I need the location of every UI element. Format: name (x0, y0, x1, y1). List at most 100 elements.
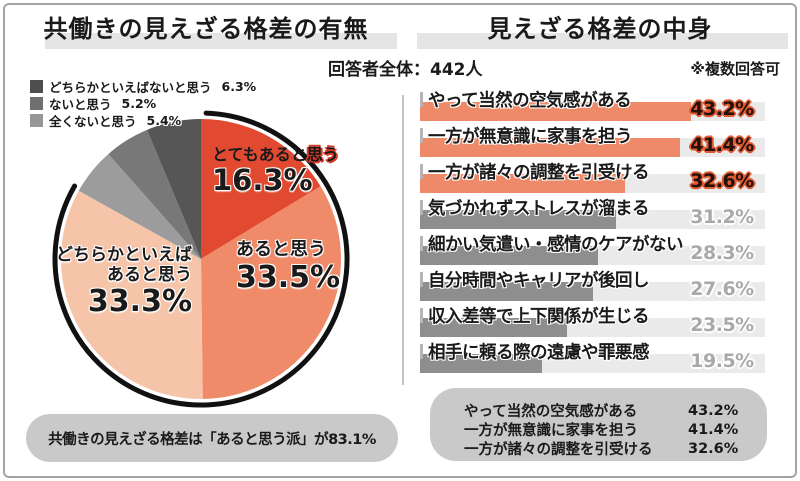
bar-label-tick-icon (420, 236, 423, 251)
bar-label-tick-icon (420, 308, 423, 323)
right-panel-title: 見えざる格差の中身 (487, 15, 713, 43)
pie-slice-4 (108, 129, 201, 259)
pie-slice-5 (147, 119, 201, 259)
left-panel-title: 共働きの見えざる格差の有無 (43, 15, 369, 43)
summary-row: 一方が諸々の調整を引受ける 32.6% (464, 439, 767, 459)
bar-row: 細かい気遣い・感情のケアがない 28.3% (420, 230, 765, 266)
bar-row: 収入差等で上下関係が生じる 23.5% (420, 302, 765, 338)
title-highlight-bar-right (417, 33, 788, 49)
bar-label: 収入差等で上下関係が生じる (420, 303, 650, 328)
bar-label: 一方が無意識に家事を担う (420, 123, 633, 148)
pie-slice-3 (78, 153, 201, 259)
bar-row: やって当然の空気感がある 43.2% (420, 86, 765, 122)
bar-value: 43.2% (690, 98, 754, 120)
legend-label: どちらかといえばないと思う (49, 80, 212, 95)
pie-slice-1 (201, 186, 341, 399)
bar-label: 気づかれずストレスが溜まる (420, 195, 650, 220)
bar-label-tick-icon (420, 128, 423, 143)
bar-fill (420, 138, 680, 157)
bar-label-text: 細かい気遣い・感情のケアがない (428, 235, 684, 255)
bar-value: 27.6% (690, 278, 754, 300)
pie-slice-0 (201, 119, 321, 259)
respondents-total: 回答者全体：442人 (328, 60, 483, 80)
bar-fill (420, 282, 594, 301)
bar-fill (420, 246, 598, 265)
pie-value-aru: 33.5% (236, 259, 341, 295)
bar-label-text: 気づかれずストレスが溜まる (428, 199, 650, 219)
pie-conclusion-pill: 共働きの見えざる格差は「あると思う派」が83.1% (26, 414, 398, 462)
bar-label: やって当然の空気感がある (420, 87, 632, 112)
summary-value: 43.2% (688, 402, 739, 419)
bar-value: 23.5% (690, 314, 754, 336)
bar-label-text: 一方が諸々の調整を引受ける (428, 163, 650, 183)
bar-fill (420, 210, 616, 229)
title-highlight-bar-left (45, 33, 397, 49)
bar-row: 一方が諸々の調整を引受ける 32.6% (420, 158, 765, 194)
pie-label-dochira-aru: どちらかといえば あると思う 33.3% (36, 245, 192, 320)
legend-value: 5.2% (121, 96, 157, 111)
panel-divider (402, 95, 404, 385)
legend-swatch-icon (30, 114, 43, 127)
bar-label-tick-icon (420, 164, 423, 179)
bar-value: 31.2% (690, 206, 754, 228)
bar-row: 気づかれずストレスが溜まる 31.2% (420, 194, 765, 230)
bar-label-tick-icon (420, 200, 423, 215)
legend-swatch-icon (30, 97, 43, 110)
summary-label: やって当然の空気感がある (464, 404, 638, 420)
pie-label-aru-text: あると思う (236, 239, 326, 260)
bar-value: 28.3% (690, 242, 754, 264)
summary-value: 32.6% (688, 440, 739, 457)
pie-label-dochira-line2: あると思う (107, 264, 192, 285)
bar-label: 細かい気遣い・感情のケアがない (420, 231, 684, 256)
bar-label: 自分時間やキャリアが後回し (420, 267, 650, 292)
summary-label: 一方が無意識に家事を担う (464, 423, 638, 439)
summary-value: 41.4% (688, 421, 739, 438)
legend-swatch-icon (30, 80, 43, 93)
bar-label-text: 収入差等で上下関係が生じる (428, 307, 650, 327)
gap-content-bar-chart: やって当然の空気感がある 43.2% 一方が無意識に家事を担う 41.4% 一方… (420, 86, 765, 374)
bar-label-text: 自分時間やキャリアが後回し (428, 271, 650, 291)
bar-label-tick-icon (420, 92, 423, 107)
dual-income-gap-pie-chart (52, 110, 350, 408)
pie-value-dochira-aru: 33.3% (87, 284, 192, 320)
pie-value-totemo-aru: 16.3% (212, 163, 313, 198)
summary-row: 一方が無意識に家事を担う 41.4% (464, 420, 767, 440)
summary-row: やって当然の空気感がある 43.2% (464, 401, 767, 421)
bar-label-text: 相手に頼る際の遠慮や罪悪感 (428, 343, 650, 363)
bar-label: 一方が諸々の調整を引受ける (420, 159, 650, 184)
pie-label-aru: あると思う 33.5% (236, 239, 341, 295)
bar-label-tick-icon (420, 344, 423, 359)
pie-label-totemo-aru: とてもあると思う 16.3% (212, 145, 339, 198)
pie-outline-ring (52, 110, 350, 408)
bar-fill (420, 354, 543, 373)
bar-value: 32.6% (690, 170, 754, 192)
legend-value: 6.3% (221, 79, 257, 94)
bar-fill (420, 102, 691, 121)
pie-legend: どちらかといえばないと思う 6.3% ないと思う 5.2% 全くないと思う 5.… (30, 78, 256, 129)
summary-label: 一方が諸々の調整を引受ける (464, 442, 653, 458)
bar-value: 41.4% (690, 134, 754, 156)
bar-label-text: 一方が無意識に家事を担う (428, 127, 633, 147)
legend-item: ないと思う 5.2% (30, 95, 256, 112)
top3-summary-pill: やって当然の空気感がある 43.2% 一方が無意識に家事を担う 41.4% 一方… (430, 388, 767, 461)
bar-row: 相手に頼る際の遠慮や罪悪感 19.5% (420, 338, 765, 374)
bar-row: 自分時間やキャリアが後回し 27.6% (420, 266, 765, 302)
pie-label-totemo-highlight: 思う (306, 145, 339, 164)
legend-value: 5.4% (146, 113, 182, 128)
bar-value: 19.5% (690, 350, 754, 372)
legend-item: 全くないと思う 5.4% (30, 112, 256, 129)
legend-label: 全くないと思う (49, 114, 137, 129)
pie-label-dochira-line1: どちらかといえば (56, 245, 192, 265)
legend-item: どちらかといえばないと思う 6.3% (30, 78, 256, 95)
bar-fill (420, 174, 625, 193)
pie-label-totemo-text: とてもあると (212, 145, 307, 164)
pie-slice-2 (60, 190, 203, 400)
bar-label: 相手に頼る際の遠慮や罪悪感 (420, 339, 650, 364)
legend-label: ないと思う (49, 97, 112, 112)
bar-fill (420, 318, 568, 337)
bar-label-tick-icon (420, 272, 423, 287)
bar-row: 一方が無意識に家事を担う 41.4% (420, 122, 765, 158)
multiple-answers-note: ※複数回答可 (690, 60, 780, 78)
bar-label-text: やって当然の空気感がある (428, 91, 632, 111)
